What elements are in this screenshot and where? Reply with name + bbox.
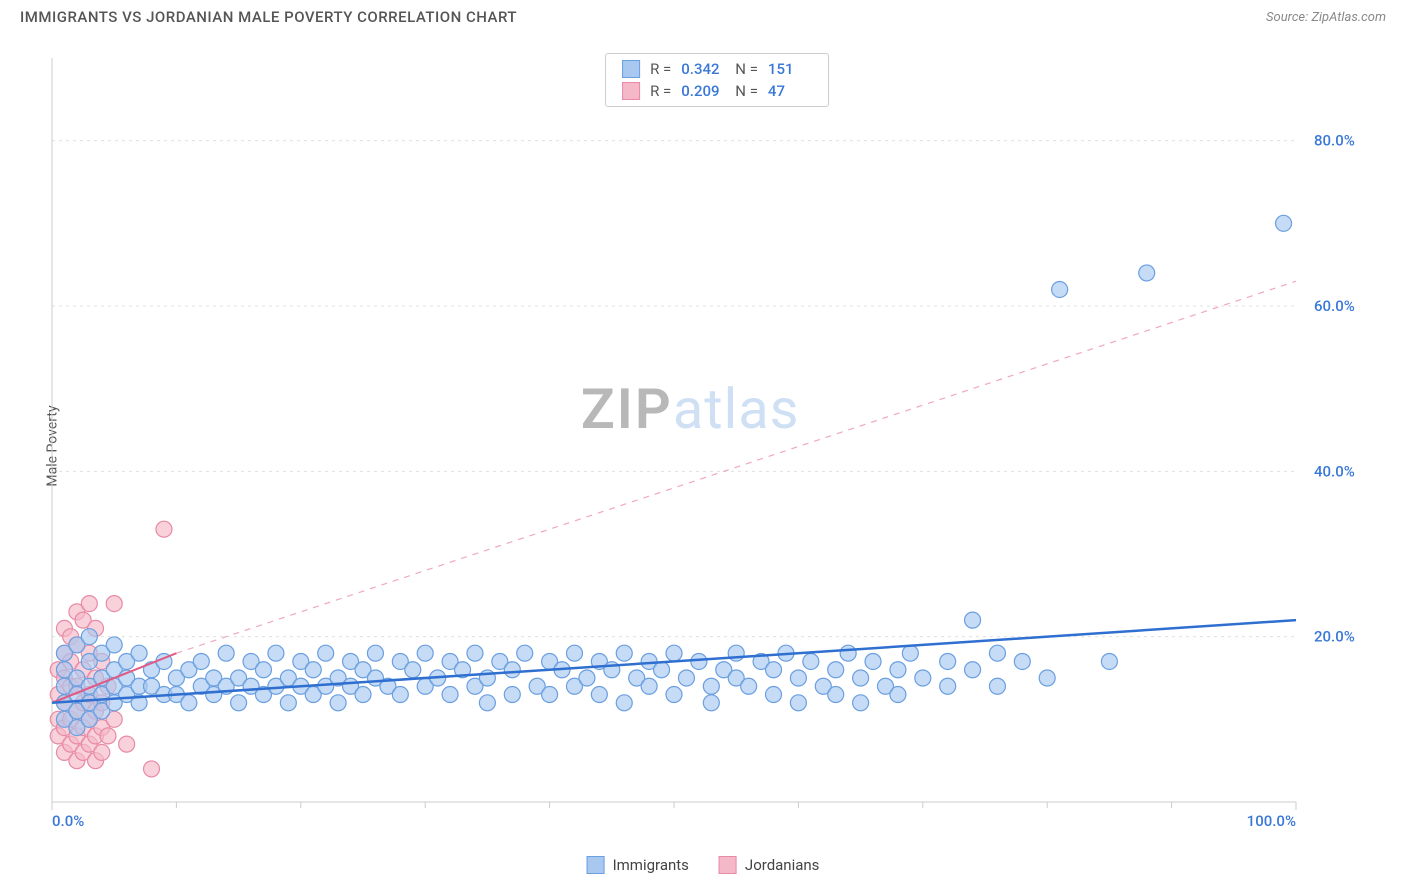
bottom-legend: Immigrants Jordanians — [587, 856, 820, 874]
stat-r-label: R = — [650, 82, 671, 100]
legend-stats-row-immigrants: R = 0.342 N = 151 — [622, 58, 812, 80]
svg-text:80.0%: 80.0% — [1314, 132, 1355, 150]
legend-swatch-immigrants — [622, 60, 640, 78]
legend-stats-box: R = 0.342 N = 151 R = 0.209 N = 47 — [605, 53, 829, 107]
stat-r-value-jordanians: 0.209 — [681, 82, 725, 100]
bottom-legend-label-immigrants: Immigrants — [613, 856, 689, 874]
stat-n-value-jordanians: 47 — [768, 82, 812, 100]
svg-text:40.0%: 40.0% — [1314, 462, 1355, 480]
chart-container: R = 0.342 N = 151 R = 0.209 N = 47 ZIPat… — [48, 48, 1386, 832]
svg-text:20.0%: 20.0% — [1314, 628, 1355, 646]
stat-n-label: N = — [735, 60, 758, 78]
svg-text:100.0%: 100.0% — [1247, 812, 1296, 830]
bottom-swatch-immigrants — [587, 856, 605, 874]
bottom-legend-jordanians: Jordanians — [719, 856, 820, 874]
stat-n-value-immigrants: 151 — [768, 60, 812, 78]
chart-header: IMMIGRANTS VS JORDANIAN MALE POVERTY COR… — [0, 0, 1406, 30]
source-prefix: Source: — [1266, 10, 1311, 25]
legend-swatch-jordanians — [622, 82, 640, 100]
svg-text:0.0%: 0.0% — [52, 812, 84, 830]
svg-text:60.0%: 60.0% — [1314, 297, 1355, 315]
stat-n-label: N = — [735, 82, 758, 100]
scatter-plot: 20.0% 40.0% 60.0% 80.0% 0.0% 100.0% — [48, 48, 1386, 832]
stat-r-value-immigrants: 0.342 — [681, 60, 725, 78]
source-name: ZipAtlas.com — [1311, 10, 1386, 25]
chart-title: IMMIGRANTS VS JORDANIAN MALE POVERTY COR… — [20, 8, 517, 26]
source-attribution: Source: ZipAtlas.com — [1266, 10, 1386, 25]
bottom-legend-label-jordanians: Jordanians — [745, 856, 820, 874]
bottom-legend-immigrants: Immigrants — [587, 856, 689, 874]
legend-stats-row-jordanians: R = 0.209 N = 47 — [622, 80, 812, 102]
bottom-swatch-jordanians — [719, 856, 737, 874]
stat-r-label: R = — [650, 60, 671, 78]
